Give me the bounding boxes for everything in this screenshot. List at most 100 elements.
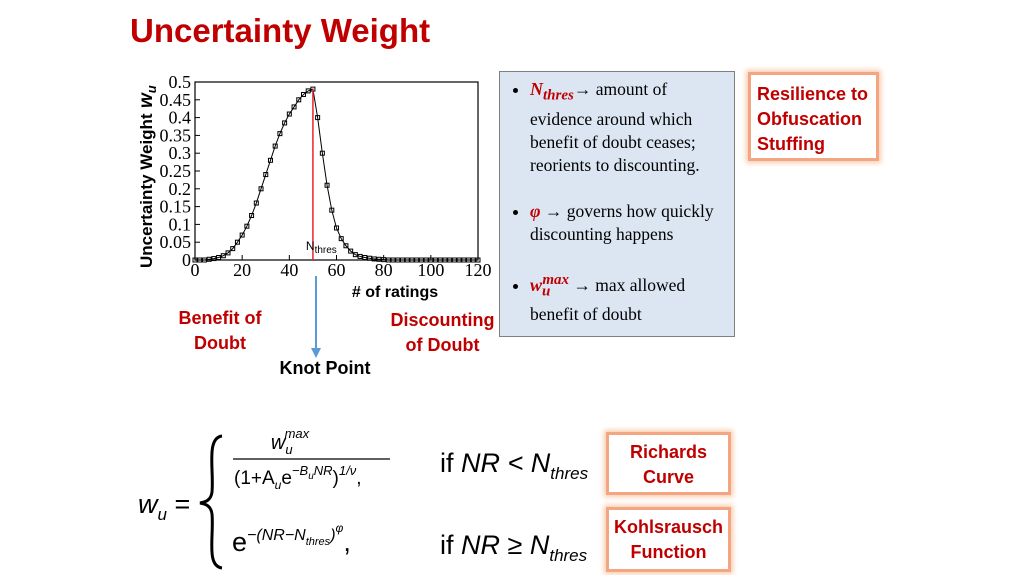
data-point [423,257,429,263]
y-tick-label: 0.2 [169,179,192,199]
data-point [267,157,273,163]
data-point [390,257,396,263]
bullet: φ → governs how quickly discounting happ… [530,200,726,246]
f: w [271,432,287,454]
data-point [192,257,198,263]
y-tick-label: 0.1 [169,214,192,234]
data-point [249,213,255,218]
data-point [371,256,377,262]
bullet-symbol: φ [530,201,541,221]
f: ) [328,527,335,544]
data-point [277,131,283,137]
data-point [329,207,335,213]
benefit-label: Benefit of Doubt [178,308,262,353]
data-point [475,257,481,263]
y-axis-label: Uncertainty Weight wu [136,85,159,268]
symbol-sup: max [542,271,570,288]
knot-label: Knot Point [279,358,371,378]
data-point [272,143,278,149]
data-point [376,256,382,262]
formula-cond1: if NR < Nthres [440,448,589,483]
f: u [275,478,282,492]
x-tick-label: 80 [375,260,393,280]
y-tick-label: 0.25 [160,161,192,181]
data-point [211,256,217,262]
f: −B [292,463,309,478]
data-point [197,257,203,263]
f: thres [550,464,588,483]
data-point [206,256,212,262]
plot-frame [194,81,479,261]
data-point [201,257,207,263]
data-point [447,257,453,263]
y-tick-label: 0.5 [169,72,192,92]
symbol-sub: u [144,85,159,93]
f: (1+A [234,468,275,489]
data-point [451,257,457,263]
data-point [367,255,373,261]
x-tick-label: 0 [191,260,200,280]
bullet-list: Nthres→ amount of evidence around which … [500,78,726,326]
formula-exp: e−(NR−Nthres)φ, [232,521,351,557]
formula-num: wumax [271,426,310,457]
data-point [352,252,358,258]
formula-lhs: wu = [138,489,190,524]
data-point [395,257,401,263]
discounting-label: Discounting of Doubt [390,310,495,355]
data-point [385,257,391,263]
data-point [291,104,297,110]
data-point [239,232,245,238]
info-box: Nthres→ amount of evidence around which … [499,71,735,337]
x-tick-label: 20 [233,260,251,280]
symbol-sub: thres [543,87,574,104]
label-main: N [306,239,315,253]
f: NR [314,463,333,478]
f: e [232,527,247,557]
data-line [195,88,478,261]
f: NR < N [461,448,551,478]
data-point [300,91,306,97]
f: u [308,471,314,482]
data-point [234,239,240,245]
bullet-text: → max allowed benefit of doubt [530,274,686,325]
data-point [296,97,302,103]
symbol-sub: u [542,283,551,300]
formula-den: (1+Aue−BuNR)1/ν, [234,463,362,492]
data-point [319,150,325,156]
y-tick-label: 0.45 [160,90,192,110]
f: if [440,530,461,560]
x-axis-label: # of ratings [352,284,438,301]
data-point [418,257,424,263]
x-tick-label: 120 [465,260,492,280]
data-point [258,186,264,192]
f: = [167,489,190,519]
kohlsrausch-box: Kohlsrausch Function [606,507,731,572]
resilience-box: Resilience to Obfuscation Stuffing [748,72,879,161]
data-point [470,257,476,263]
y-tick-label: 0.4 [169,108,192,128]
f: w [138,489,159,519]
f: thres [549,546,587,565]
knot-arrowhead [311,348,321,358]
data-point [442,257,448,263]
y-tick-label: 0.35 [160,125,192,145]
data-point [263,172,269,178]
data-point [433,257,439,263]
data-point [230,246,236,252]
f: , [343,527,351,557]
data-point [282,120,288,126]
f: −(NR−N [247,527,306,544]
f: if [440,448,461,478]
data-point [220,253,226,259]
x-tick-label: 100 [417,260,444,280]
bullet: wumax → max allowed benefit of doubt [530,269,726,327]
bullet-text: → amount of evidence around which benefi… [530,79,700,175]
x-tick-label: 40 [280,260,298,280]
data-point [404,257,410,263]
data-point [381,257,387,263]
f: 1/ν [339,463,357,478]
data-point [437,257,443,263]
data-point [466,257,472,263]
